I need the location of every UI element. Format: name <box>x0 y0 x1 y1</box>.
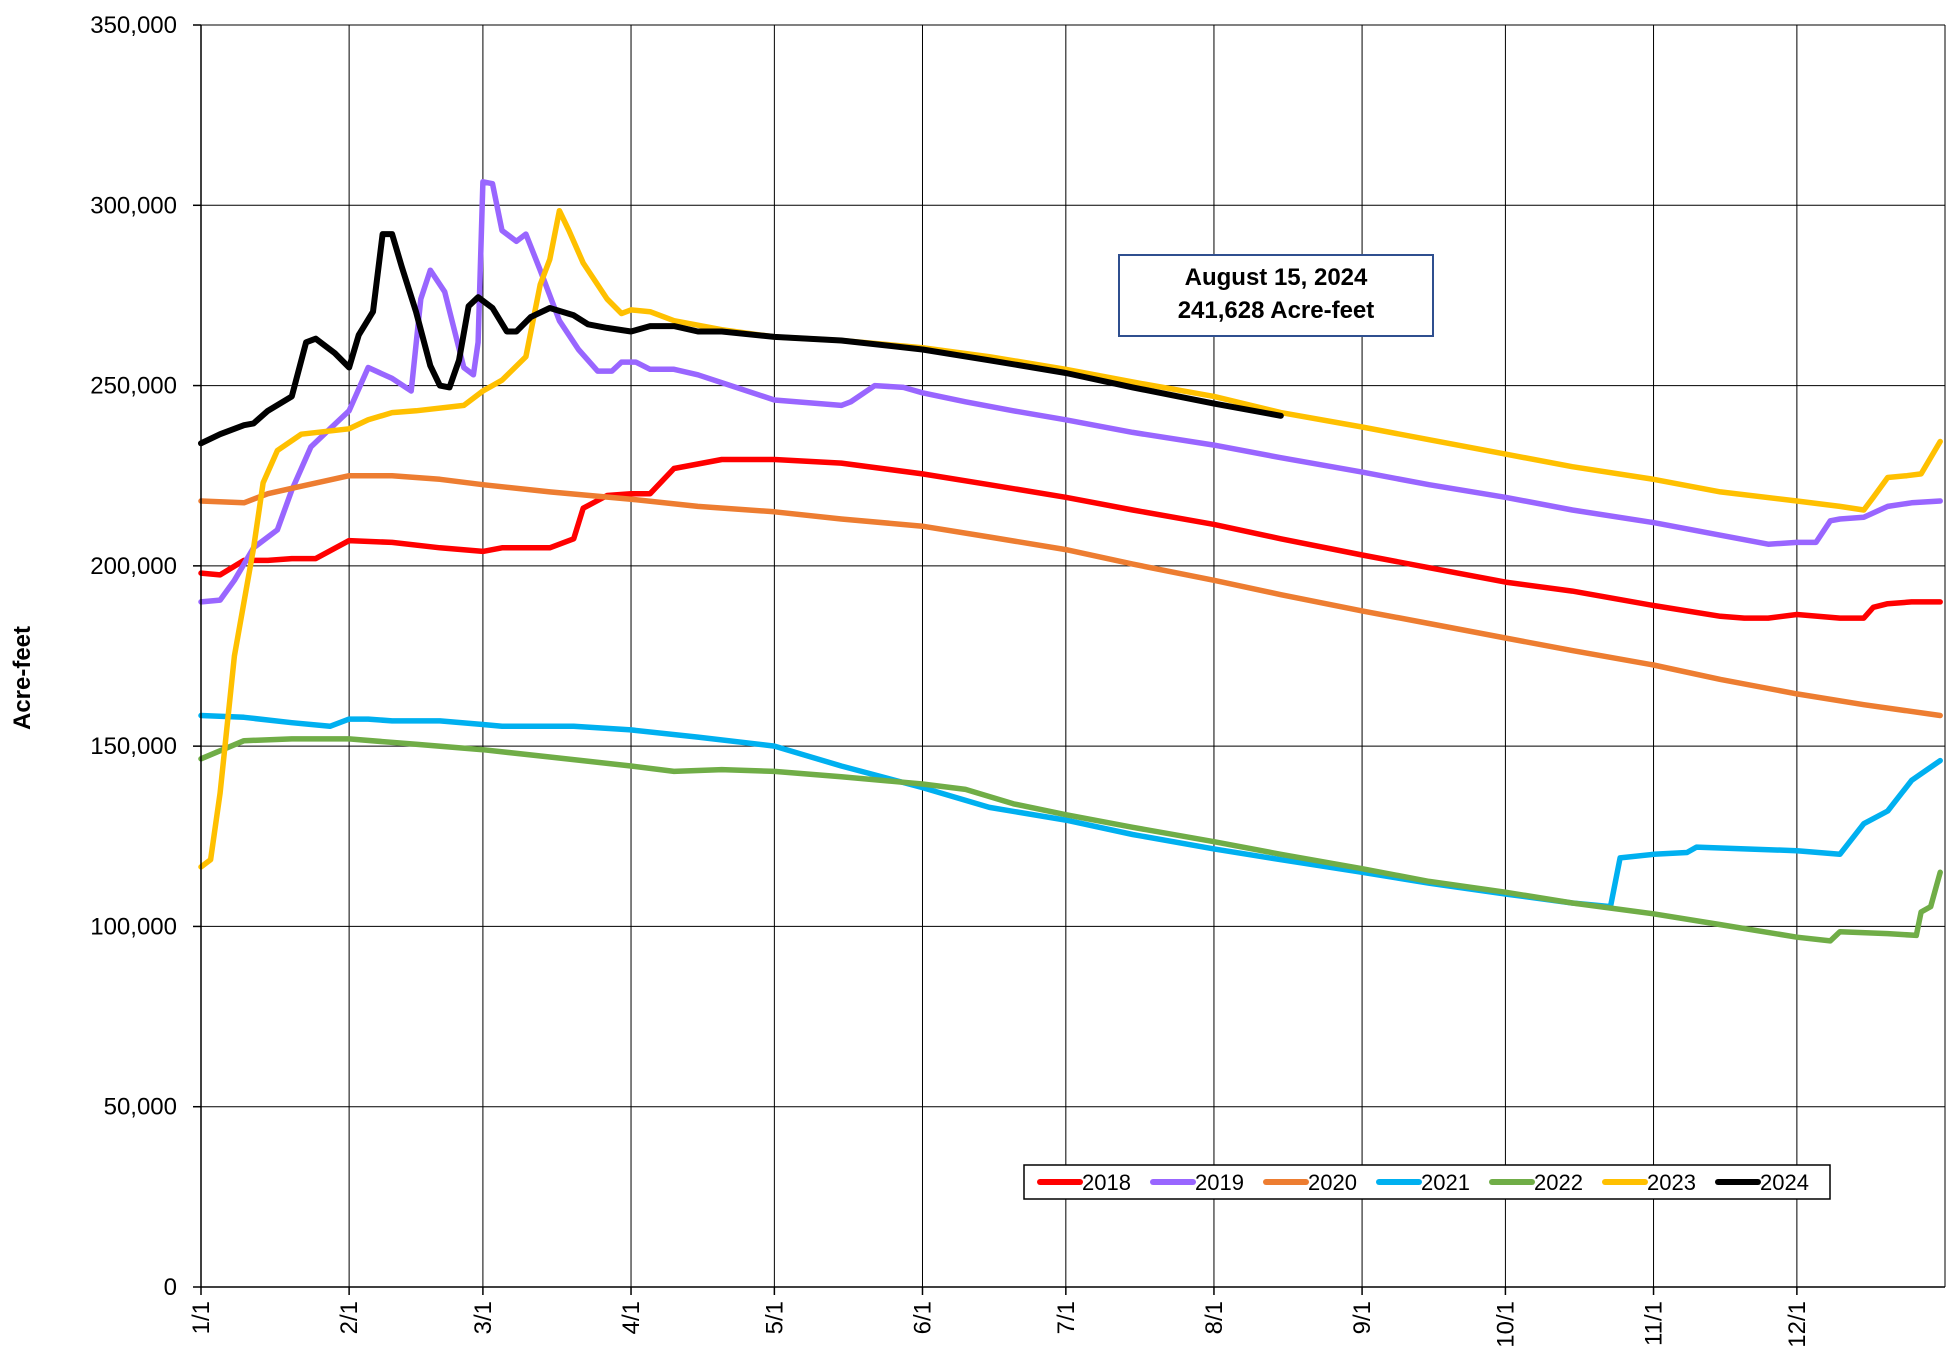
series-line-2022 <box>198 736 1943 944</box>
series-line-2023 <box>198 207 1943 870</box>
y-tick-label: 250,000 <box>90 373 177 400</box>
y-tick-label: 100,000 <box>90 913 177 940</box>
series-lines <box>198 179 1943 944</box>
x-tick-label: 6/1 <box>909 1301 936 1334</box>
x-tick-label: 7/1 <box>1053 1301 1080 1334</box>
x-tick-label: 2/1 <box>336 1301 363 1334</box>
axes <box>193 24 1945 1295</box>
legend: 2018 2019 2020 2021 2022 2023 2024 <box>1023 1164 1831 1200</box>
x-tick-label: 12/1 <box>1784 1301 1811 1348</box>
annotation-date: August 15, 2024 <box>1185 264 1368 291</box>
y-tick-label: 200,000 <box>90 553 177 580</box>
legend-items: 2018 2019 2020 2021 2022 2023 2024 <box>1037 1170 1809 1195</box>
legend-label-2022: 2022 <box>1534 1170 1583 1195</box>
series-line-2021 <box>198 712 1943 910</box>
x-tick-label: 5/1 <box>761 1301 788 1334</box>
y-axis-title: Acre-feet <box>9 626 36 730</box>
y-tick-label: 150,000 <box>90 733 177 760</box>
x-tick-label: 1/1 <box>188 1301 215 1334</box>
x-tick-label: 3/1 <box>470 1301 497 1334</box>
annotation-box: August 15, 2024 241,628 Acre-feet <box>1118 254 1434 337</box>
legend-label-2020: 2020 <box>1308 1170 1357 1195</box>
series-line-2018 <box>198 456 1943 621</box>
legend-label-2024: 2024 <box>1760 1170 1809 1195</box>
series-line-2024 <box>198 231 1284 447</box>
x-tick-label: 8/1 <box>1201 1301 1228 1334</box>
x-tick-label: 11/1 <box>1641 1301 1668 1346</box>
x-tick-label: 10/1 <box>1492 1301 1519 1348</box>
legend-label-2018: 2018 <box>1082 1170 1131 1195</box>
y-tick-label: 0 <box>164 1274 177 1301</box>
legend-label-2023: 2023 <box>1647 1170 1696 1195</box>
gridlines <box>200 24 1946 1288</box>
y-tick-label: 350,000 <box>90 12 177 39</box>
legend-label-2019: 2019 <box>1195 1170 1244 1195</box>
y-tick-label: 50,000 <box>104 1094 177 1121</box>
y-tick-label: 300,000 <box>90 192 177 219</box>
series-line-2019 <box>198 179 1943 605</box>
x-tick-label: 4/1 <box>618 1301 645 1334</box>
tick-labels: 0 50,000 100,000 150,000 200,000 250,000 300,0… <box>90 12 1811 1348</box>
legend-label-2021: 2021 <box>1421 1170 1470 1195</box>
annotation-frame <box>1118 254 1434 337</box>
x-tick-label: 9/1 <box>1349 1301 1376 1334</box>
annotation-value: 241,628 Acre-feet <box>1178 297 1375 324</box>
series-line-2020 <box>198 472 1943 719</box>
